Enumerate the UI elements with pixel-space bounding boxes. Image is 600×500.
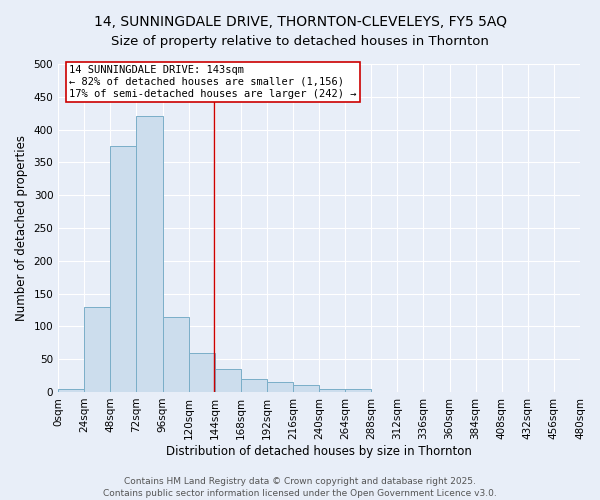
Bar xyxy=(267,382,293,392)
Bar xyxy=(319,388,345,392)
Bar xyxy=(241,379,267,392)
Text: Contains HM Land Registry data © Crown copyright and database right 2025.
Contai: Contains HM Land Registry data © Crown c… xyxy=(103,476,497,498)
X-axis label: Distribution of detached houses by size in Thornton: Distribution of detached houses by size … xyxy=(166,444,472,458)
Text: Size of property relative to detached houses in Thornton: Size of property relative to detached ho… xyxy=(111,35,489,48)
Bar xyxy=(84,306,110,392)
Text: 14, SUNNINGDALE DRIVE, THORNTON-CLEVELEYS, FY5 5AQ: 14, SUNNINGDALE DRIVE, THORNTON-CLEVELEY… xyxy=(94,15,506,29)
Bar xyxy=(110,146,136,392)
Bar xyxy=(136,116,163,392)
Y-axis label: Number of detached properties: Number of detached properties xyxy=(15,135,28,321)
Bar xyxy=(293,386,319,392)
Bar xyxy=(163,316,188,392)
Bar xyxy=(58,388,84,392)
Bar xyxy=(215,369,241,392)
Bar xyxy=(345,388,371,392)
Text: 14 SUNNINGDALE DRIVE: 143sqm
← 82% of detached houses are smaller (1,156)
17% of: 14 SUNNINGDALE DRIVE: 143sqm ← 82% of de… xyxy=(69,66,356,98)
Bar xyxy=(188,352,215,392)
